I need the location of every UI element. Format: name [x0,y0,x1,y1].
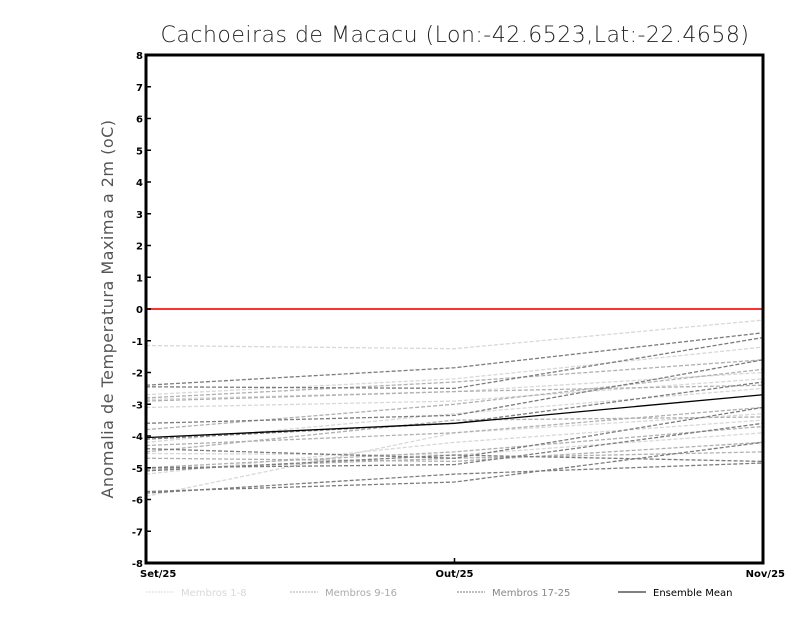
x-tick-label: Out/25 [436,569,474,580]
chart-title: Cachoeiras de Macacu (Lon:-42.6523,Lat:-… [161,23,750,48]
legend-label: Membros 17-25 [492,588,570,599]
member-line-g3-1 [145,332,764,386]
member-line-g2-7 [145,416,764,453]
y-tick-label: -6 [132,496,143,507]
member-line-g2-6 [145,384,764,402]
member-line-g2-4 [145,441,764,463]
x-tick-label: Nov/25 [746,569,785,580]
member-line-g1-8 [145,419,764,475]
y-tick-label: -3 [132,400,143,411]
y-tick-label: -5 [132,464,143,475]
y-axis-label: Anomalia de Temperatura Maxima a 2m (oC) [98,119,117,498]
legend-label: Ensemble Mean [653,588,732,599]
member-line-g2-1 [145,359,764,399]
y-tick-label: 0 [136,305,143,316]
member-line-g3-9 [145,462,764,494]
y-tick-label: 8 [136,51,143,62]
y-tick-label: -4 [132,432,143,443]
y-tick-label: 4 [136,178,143,189]
member-line-g3-5 [145,406,764,459]
y-tick-label: 7 [136,83,143,94]
plot-frame [144,53,765,565]
ensemble-mean-line [145,394,764,439]
y-tick-label: -7 [132,527,143,538]
y-tick-label: 6 [136,115,143,126]
member-line-g3-6 [145,422,764,469]
legend-label: Membros 9-16 [325,588,397,599]
member-line-g3-2 [145,336,764,390]
member-line-g3-7 [145,454,764,472]
y-tick-label: -1 [132,337,143,348]
member-line-g1-4 [145,378,764,409]
x-tick-label: Set/25 [140,569,176,580]
legend-label: Membros 1-8 [181,588,247,599]
y-tick-label: -2 [132,369,143,380]
y-tick-label: -8 [132,559,143,570]
y-tick-label: 2 [136,242,143,253]
member-line-g1-1 [145,319,764,350]
y-tick-label: 1 [136,273,143,284]
member-line-g2-5 [145,425,764,469]
member-line-g3-8 [145,441,764,493]
member-line-g1-2 [145,346,764,396]
member-line-g3-3 [145,359,764,424]
y-tick-label: 5 [136,146,143,157]
y-tick-label: 3 [136,210,143,221]
